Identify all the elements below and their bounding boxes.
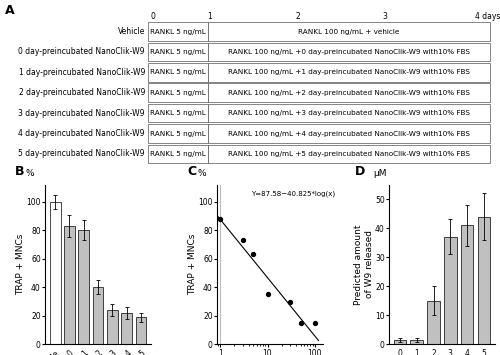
FancyBboxPatch shape (208, 83, 490, 102)
Bar (78, 230, 89, 344)
FancyBboxPatch shape (208, 63, 490, 82)
Text: RANKL 5 ng/mL: RANKL 5 ng/mL (150, 49, 206, 55)
Bar (478, 217, 490, 344)
FancyBboxPatch shape (208, 104, 490, 122)
Bar (444, 237, 456, 344)
Bar (461, 225, 473, 344)
Text: 2: 2 (295, 12, 300, 21)
Text: RANKL 100 ng/mL +0 day-preincubated NanoClik-W9 with10% FBS: RANKL 100 ng/mL +0 day-preincubated Nano… (228, 49, 470, 55)
FancyBboxPatch shape (148, 22, 208, 41)
Y-axis label: TRAP + MNCs: TRAP + MNCs (16, 234, 25, 295)
Text: 4 day-preincubated NanoClik-W9: 4 day-preincubated NanoClik-W9 (18, 129, 145, 138)
Text: RANKL 5 ng/mL: RANKL 5 ng/mL (150, 110, 206, 116)
Text: RANKL 5 ng/mL: RANKL 5 ng/mL (150, 69, 206, 75)
Text: RANKL 5 ng/mL: RANKL 5 ng/mL (150, 90, 206, 96)
Bar (92, 287, 104, 344)
Text: %: % (198, 169, 206, 178)
Text: RANKL 100 ng/mL +4 day-preincubated NanoClik-W9 with10% FBS: RANKL 100 ng/mL +4 day-preincubated Nano… (228, 131, 470, 137)
Text: 1: 1 (208, 12, 212, 21)
Text: 0: 0 (150, 12, 155, 21)
Text: RANKL 5 ng/mL: RANKL 5 ng/mL (150, 28, 206, 34)
Text: B: B (16, 165, 25, 179)
FancyBboxPatch shape (208, 22, 490, 41)
Bar (136, 317, 146, 344)
Text: 5 day-preincubated NanoClik-W9: 5 day-preincubated NanoClik-W9 (18, 149, 145, 158)
Point (216, 216, 224, 222)
Point (310, 320, 318, 326)
Bar (428, 301, 440, 344)
Point (264, 291, 272, 297)
Point (239, 237, 247, 243)
Bar (64, 226, 75, 344)
Text: RANKL 100 ng/mL + vehicle: RANKL 100 ng/mL + vehicle (298, 28, 400, 34)
Bar (50, 202, 60, 344)
Text: 1 day-preincubated NanoClik-W9: 1 day-preincubated NanoClik-W9 (18, 68, 145, 77)
FancyBboxPatch shape (148, 104, 208, 122)
Text: RANKL 100 ng/mL +3 day-preincubated NanoClik-W9 with10% FBS: RANKL 100 ng/mL +3 day-preincubated Nano… (228, 110, 470, 116)
Point (250, 252, 258, 257)
Text: RANKL 100 ng/mL +1 day-preincubated NanoClik-W9 with10% FBS: RANKL 100 ng/mL +1 day-preincubated Nano… (228, 69, 470, 75)
FancyBboxPatch shape (208, 124, 490, 143)
Bar (107, 310, 118, 344)
FancyBboxPatch shape (148, 124, 208, 143)
Y-axis label: TRAP + MNCs: TRAP + MNCs (188, 234, 197, 295)
FancyBboxPatch shape (208, 43, 490, 61)
Bar (394, 340, 406, 344)
Text: RANKL 100 ng/mL +2 day-preincubated NanoClik-W9 with10% FBS: RANKL 100 ng/mL +2 day-preincubated Nano… (228, 90, 470, 96)
FancyBboxPatch shape (148, 145, 208, 163)
FancyBboxPatch shape (148, 43, 208, 61)
Text: RANKL 100 ng/mL +5 day-preincubated NanoClik-W9 with10% FBS: RANKL 100 ng/mL +5 day-preincubated Nano… (228, 151, 470, 157)
Text: 4 days: 4 days (475, 12, 500, 21)
FancyBboxPatch shape (148, 63, 208, 82)
Text: 3: 3 (382, 12, 388, 21)
Text: RANKL 5 ng/mL: RANKL 5 ng/mL (150, 131, 206, 137)
FancyBboxPatch shape (148, 83, 208, 102)
Bar (122, 313, 132, 344)
Text: %: % (26, 169, 34, 178)
Text: D: D (355, 165, 365, 179)
Y-axis label: Predicted amount
of W9 released: Predicted amount of W9 released (354, 224, 374, 305)
Point (286, 299, 294, 304)
Text: C: C (187, 165, 196, 179)
Bar (410, 340, 423, 344)
Text: μM: μM (373, 169, 386, 178)
Text: 2 day-preincubated NanoClik-W9: 2 day-preincubated NanoClik-W9 (18, 88, 145, 97)
Text: 0 day-preincubated NanoClik-W9: 0 day-preincubated NanoClik-W9 (18, 48, 145, 56)
Text: Vehicle: Vehicle (118, 27, 145, 36)
Text: RANKL 5 ng/mL: RANKL 5 ng/mL (150, 151, 206, 157)
FancyBboxPatch shape (208, 145, 490, 163)
Text: Y=87.58−40.825*log(x): Y=87.58−40.825*log(x) (251, 191, 335, 197)
Text: 3 day-preincubated NanoClik-W9: 3 day-preincubated NanoClik-W9 (18, 109, 145, 118)
Point (296, 320, 304, 326)
Text: A: A (5, 4, 15, 17)
